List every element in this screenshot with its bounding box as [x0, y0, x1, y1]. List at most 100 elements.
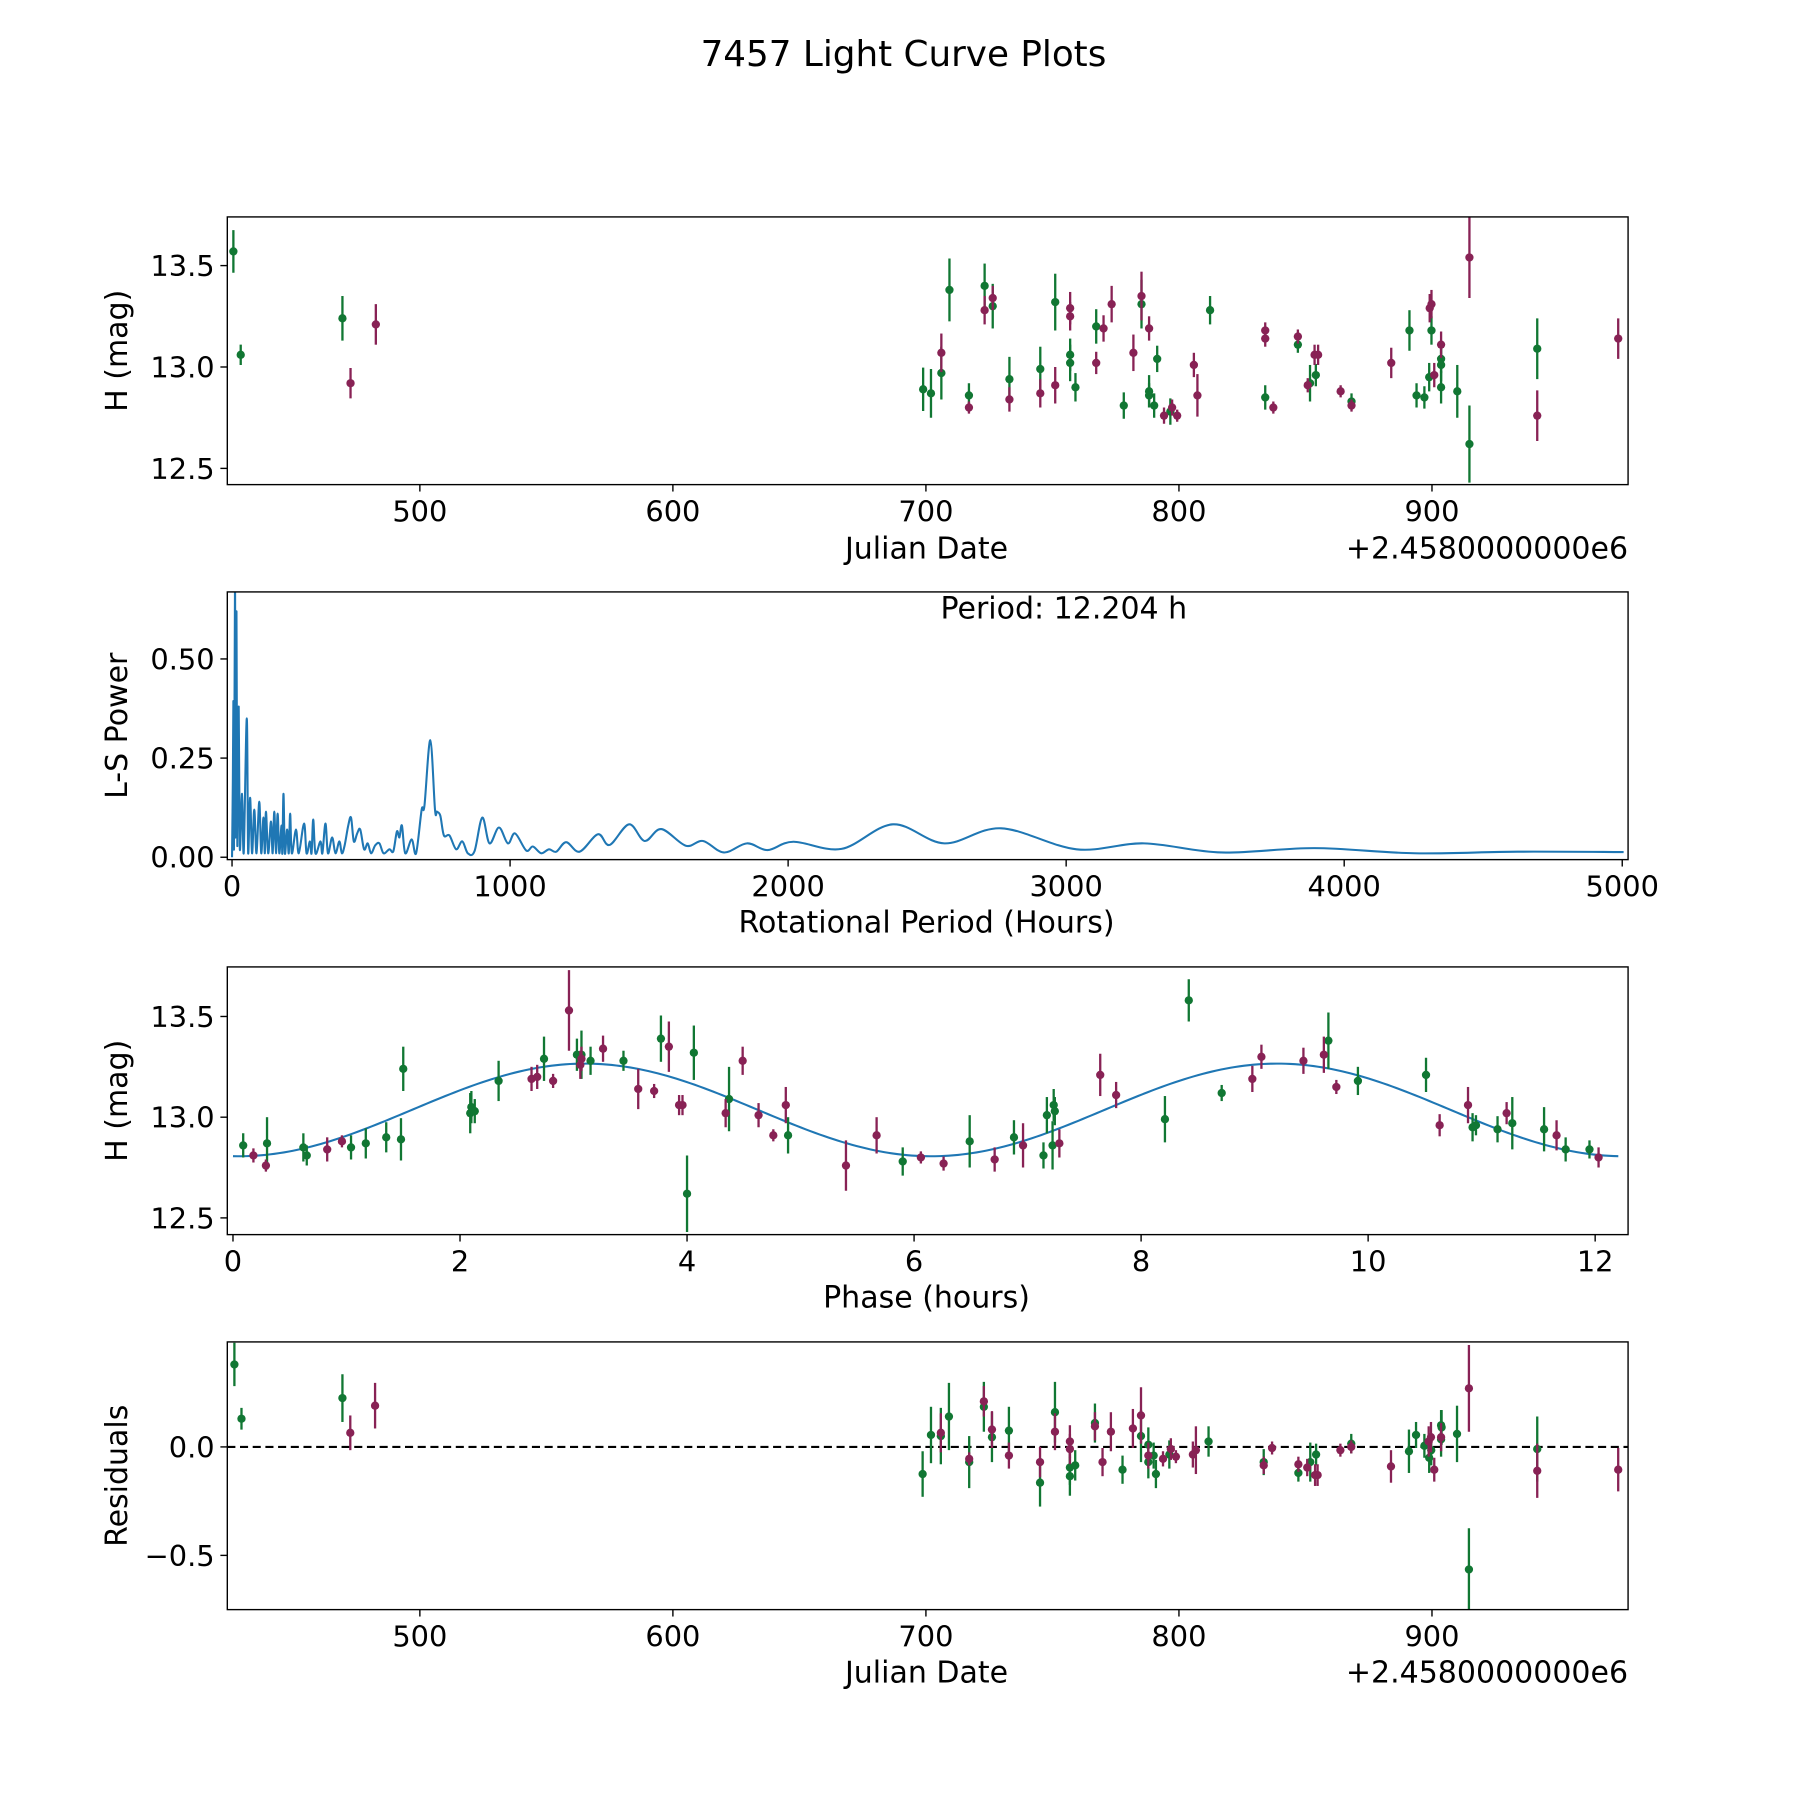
y-tick-label: 13.0 [150, 350, 214, 384]
data-point [1294, 1468, 1303, 1478]
x-tick-label: 8 [1132, 1245, 1150, 1279]
data-point [237, 1414, 246, 1423]
data-point [1051, 381, 1060, 390]
data-point [1425, 1453, 1434, 1462]
data-point [1387, 358, 1396, 368]
data-point [370, 1401, 380, 1410]
data-point [1166, 1444, 1176, 1454]
data-point [1493, 1125, 1502, 1134]
data-point [470, 1106, 479, 1116]
data-point [302, 1151, 311, 1160]
data-point [754, 1111, 763, 1120]
phased-ylabel: H (mag) [100, 1040, 135, 1162]
data-point [980, 306, 989, 315]
x-tick-label: 10 [1350, 1245, 1387, 1279]
data-point [1405, 326, 1414, 335]
lightcurve-offset-text: +2.4580000000e6 [1346, 531, 1628, 566]
data-point [1453, 387, 1462, 396]
x-tick-label: 12 [1577, 1245, 1614, 1279]
data-point [1585, 1145, 1594, 1154]
data-point [1065, 358, 1075, 368]
x-tick-label: 6 [905, 1245, 923, 1279]
x-tick-label: 500 [392, 495, 447, 529]
data-point [1050, 1106, 1059, 1116]
data-point [1035, 1478, 1045, 1487]
data-point [1313, 1470, 1322, 1480]
data-point [678, 1100, 687, 1110]
x-tick-label: 600 [645, 495, 700, 529]
data-point [1332, 1082, 1341, 1092]
data-point [1311, 370, 1320, 380]
data-point [1099, 324, 1108, 333]
data-point [1303, 1463, 1312, 1472]
data-point [1217, 1088, 1226, 1098]
residuals-offset-text: +2.4580000000e6 [1346, 1655, 1628, 1690]
periodogram-xlabel: Rotational Period (Hours) [738, 905, 1114, 940]
data-point [1267, 1443, 1277, 1453]
data-point [1050, 1427, 1060, 1436]
data-point [1347, 401, 1356, 410]
data-point [1158, 1454, 1168, 1464]
data-point [1137, 291, 1146, 301]
data-point [1430, 1465, 1439, 1474]
data-point [598, 1044, 608, 1053]
data-point [382, 1133, 391, 1142]
y-tick-label: 0.0 [169, 1430, 215, 1464]
data-point [1050, 1408, 1060, 1417]
data-point [1051, 297, 1060, 307]
x-tick-label: 2 [451, 1245, 469, 1279]
data-point [724, 1094, 734, 1104]
axes-frame [226, 966, 1629, 1236]
data-point [1039, 1151, 1048, 1160]
data-point [937, 368, 946, 378]
data-point [1065, 1472, 1075, 1481]
data-point [1430, 370, 1439, 380]
data-point [738, 1056, 747, 1065]
data-point [964, 391, 974, 400]
axes-frame [226, 591, 1629, 861]
data-point [1386, 1462, 1396, 1471]
x-tick-label: 3000 [1029, 870, 1102, 904]
data-point [1092, 322, 1101, 331]
data-point [1128, 1424, 1138, 1433]
periodogram-panel: 0 1000 2000 3000 4000 5000 0.00 0.25 0.50 [150, 591, 1659, 904]
data-point [769, 1131, 778, 1140]
data-point [262, 1139, 272, 1148]
data-point [721, 1109, 730, 1118]
data-point [1149, 401, 1159, 410]
data-point [229, 247, 238, 256]
data-point [1471, 1121, 1481, 1130]
data-point [1347, 1442, 1356, 1452]
data-point [1204, 1437, 1213, 1446]
data-point [236, 350, 245, 359]
data-point [1313, 350, 1323, 359]
data-point [1436, 360, 1446, 370]
data-point [1421, 1070, 1431, 1080]
data-point [1004, 1426, 1014, 1435]
data-point [1259, 1461, 1268, 1470]
y-tick-label: 13.5 [150, 1000, 214, 1034]
data-point [1465, 439, 1474, 449]
residuals-panel: 500 600 700 800 900 −0.5 0.0 [145, 1341, 1629, 1654]
x-tick-label: 800 [1151, 495, 1206, 529]
residuals-xlabel: Julian Date [843, 1655, 1008, 1690]
data-point [1098, 1457, 1107, 1467]
data-point [533, 1072, 542, 1082]
data-point [1248, 1074, 1257, 1084]
data-point [1189, 360, 1199, 370]
data-point [1404, 1447, 1414, 1456]
data-point [664, 1042, 674, 1051]
data-point [1464, 1384, 1474, 1393]
data-point [1533, 411, 1542, 420]
data-point [1071, 383, 1080, 392]
data-point [1035, 1457, 1045, 1467]
periodogram-line [230, 591, 1624, 858]
data-point [1071, 1461, 1080, 1470]
data-point [548, 1076, 558, 1086]
data-point [1552, 1131, 1561, 1140]
data-point [361, 1139, 370, 1148]
data-point [898, 1157, 907, 1166]
data-point [230, 1360, 239, 1369]
data-point [1594, 1153, 1603, 1162]
data-point [239, 1141, 248, 1150]
